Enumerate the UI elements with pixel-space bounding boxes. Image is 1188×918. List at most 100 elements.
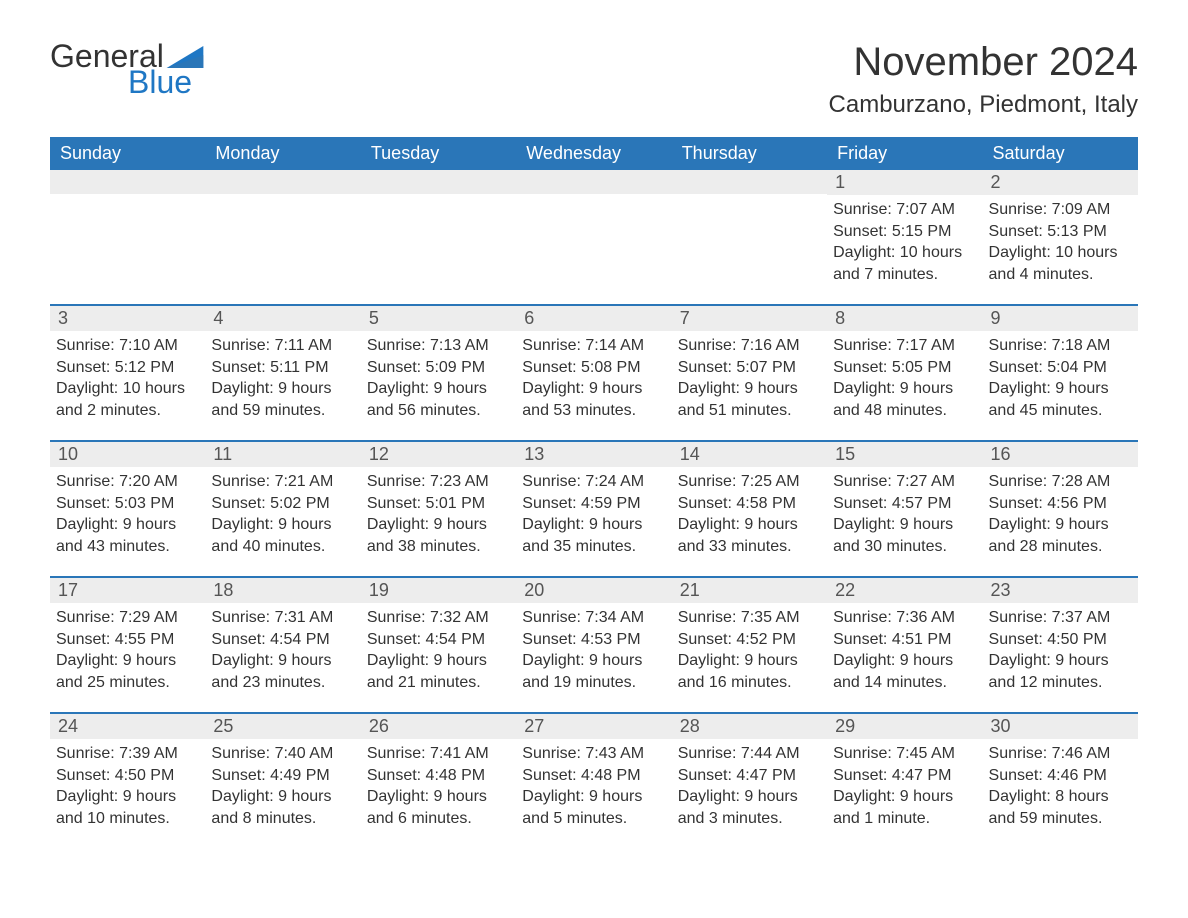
- logo-text-blue: Blue: [128, 66, 204, 98]
- sunrise-text: Sunrise: 7:28 AM: [989, 471, 1132, 493]
- sunset-text: Sunset: 5:03 PM: [56, 493, 199, 515]
- day-number: 2: [983, 170, 1138, 195]
- day-cell: 25Sunrise: 7:40 AMSunset: 4:49 PMDayligh…: [205, 714, 360, 834]
- sunrise-text: Sunrise: 7:23 AM: [367, 471, 510, 493]
- sunrise-text: Sunrise: 7:24 AM: [522, 471, 665, 493]
- day-body: Sunrise: 7:13 AMSunset: 5:09 PMDaylight:…: [361, 331, 516, 421]
- sunset-text: Sunset: 5:05 PM: [833, 357, 976, 379]
- sunset-text: Sunset: 4:47 PM: [678, 765, 821, 787]
- sunset-text: Sunset: 4:47 PM: [833, 765, 976, 787]
- sunrise-text: Sunrise: 7:10 AM: [56, 335, 199, 357]
- daylight-text: Daylight: 9 hours and 38 minutes.: [367, 514, 510, 557]
- day-header: Thursday: [672, 137, 827, 170]
- sunrise-text: Sunrise: 7:07 AM: [833, 199, 976, 221]
- daylight-text: Daylight: 9 hours and 25 minutes.: [56, 650, 199, 693]
- day-cell: [50, 170, 205, 290]
- sunset-text: Sunset: 4:50 PM: [56, 765, 199, 787]
- daylight-text: Daylight: 9 hours and 19 minutes.: [522, 650, 665, 693]
- day-body: Sunrise: 7:37 AMSunset: 4:50 PMDaylight:…: [983, 603, 1138, 693]
- week-row: 3Sunrise: 7:10 AMSunset: 5:12 PMDaylight…: [50, 304, 1138, 426]
- day-cell: 3 Sunrise: 7:10 AMSunset: 5:12 PMDaylight…: [50, 306, 205, 426]
- daylight-text: Daylight: 9 hours and 5 minutes.: [522, 786, 665, 829]
- sunrise-text: Sunrise: 7:46 AM: [989, 743, 1132, 765]
- sunrise-text: Sunrise: 7:20 AM: [56, 471, 199, 493]
- sunset-text: Sunset: 4:54 PM: [367, 629, 510, 651]
- day-number: 6: [516, 306, 671, 331]
- day-body: Sunrise: 7:16 AMSunset: 5:07 PMDaylight:…: [672, 331, 827, 421]
- daylight-text: Daylight: 9 hours and 3 minutes.: [678, 786, 821, 829]
- day-cell: 5Sunrise: 7:13 AMSunset: 5:09 PMDaylight…: [361, 306, 516, 426]
- day-number: 8: [827, 306, 982, 331]
- daylight-text: Daylight: 9 hours and 16 minutes.: [678, 650, 821, 693]
- day-number: [516, 170, 671, 194]
- sunset-text: Sunset: 4:50 PM: [989, 629, 1132, 651]
- day-number: 19: [361, 578, 516, 603]
- sunrise-text: Sunrise: 7:16 AM: [678, 335, 821, 357]
- day-cell: 11Sunrise: 7:21 AMSunset: 5:02 PMDayligh…: [205, 442, 360, 562]
- day-header: Monday: [205, 137, 360, 170]
- daylight-text: Daylight: 10 hours and 4 minutes.: [989, 242, 1132, 285]
- day-body: Sunrise: 7:14 AMSunset: 5:08 PMDaylight:…: [516, 331, 671, 421]
- day-cell: 24 Sunrise: 7:39 AMSunset: 4:50 PMDayligh…: [50, 714, 205, 834]
- sunrise-text: Sunrise: 7:11 AM: [211, 335, 354, 357]
- day-cell: 27Sunrise: 7:43 AMSunset: 4:48 PMDayligh…: [516, 714, 671, 834]
- sunset-text: Sunset: 4:52 PM: [678, 629, 821, 651]
- daylight-text: Daylight: 10 hours and 2 minutes.: [56, 378, 199, 421]
- sunrise-text: Sunrise: 7:09 AM: [989, 199, 1132, 221]
- daylight-text: Daylight: 9 hours and 59 minutes.: [211, 378, 354, 421]
- day-body: Sunrise: 7:07 AMSunset: 5:15 PMDaylight:…: [827, 195, 982, 285]
- day-number: 12: [361, 442, 516, 467]
- sunset-text: Sunset: 4:57 PM: [833, 493, 976, 515]
- day-cell: 19Sunrise: 7:32 AMSunset: 4:54 PMDayligh…: [361, 578, 516, 698]
- sunrise-text: Sunrise: 7:39 AM: [56, 743, 199, 765]
- sunset-text: Sunset: 5:08 PM: [522, 357, 665, 379]
- day-cell: 23Sunrise: 7:37 AMSunset: 4:50 PMDayligh…: [983, 578, 1138, 698]
- day-number: 24: [50, 714, 205, 739]
- day-number: 14: [672, 442, 827, 467]
- day-body: Sunrise: 7:18 AMSunset: 5:04 PMDaylight:…: [983, 331, 1138, 421]
- day-number: 3: [50, 306, 205, 331]
- day-number: 21: [672, 578, 827, 603]
- day-body: Sunrise: 7:36 AMSunset: 4:51 PMDaylight:…: [827, 603, 982, 693]
- day-body: Sunrise: 7:23 AMSunset: 5:01 PMDaylight:…: [361, 467, 516, 557]
- daylight-text: Daylight: 9 hours and 40 minutes.: [211, 514, 354, 557]
- day-number: 22: [827, 578, 982, 603]
- day-number: [50, 170, 205, 194]
- daylight-text: Daylight: 10 hours and 7 minutes.: [833, 242, 976, 285]
- day-number: 13: [516, 442, 671, 467]
- sunrise-text: Sunrise: 7:36 AM: [833, 607, 976, 629]
- daylight-text: Daylight: 9 hours and 56 minutes.: [367, 378, 510, 421]
- day-number: 26: [361, 714, 516, 739]
- sunrise-text: Sunrise: 7:31 AM: [211, 607, 354, 629]
- day-cell: 18Sunrise: 7:31 AMSunset: 4:54 PMDayligh…: [205, 578, 360, 698]
- sunset-text: Sunset: 5:07 PM: [678, 357, 821, 379]
- day-body: Sunrise: 7:41 AMSunset: 4:48 PMDaylight:…: [361, 739, 516, 829]
- day-number: 10: [50, 442, 205, 467]
- day-body: Sunrise: 7:32 AMSunset: 4:54 PMDaylight:…: [361, 603, 516, 693]
- day-body: Sunrise: 7:45 AMSunset: 4:47 PMDaylight:…: [827, 739, 982, 829]
- location-subtitle: Camburzano, Piedmont, Italy: [829, 91, 1138, 119]
- sunset-text: Sunset: 5:11 PM: [211, 357, 354, 379]
- day-cell: 20Sunrise: 7:34 AMSunset: 4:53 PMDayligh…: [516, 578, 671, 698]
- daylight-text: Daylight: 9 hours and 45 minutes.: [989, 378, 1132, 421]
- sunset-text: Sunset: 5:15 PM: [833, 221, 976, 243]
- day-cell: 28Sunrise: 7:44 AMSunset: 4:47 PMDayligh…: [672, 714, 827, 834]
- day-body: Sunrise: 7:43 AMSunset: 4:48 PMDaylight:…: [516, 739, 671, 829]
- day-cell: 30Sunrise: 7:46 AMSunset: 4:46 PMDayligh…: [983, 714, 1138, 834]
- sunrise-text: Sunrise: 7:32 AM: [367, 607, 510, 629]
- day-body: Sunrise: 7:34 AMSunset: 4:53 PMDaylight:…: [516, 603, 671, 693]
- day-header: Saturday: [983, 137, 1138, 170]
- day-number: 29: [827, 714, 982, 739]
- sunset-text: Sunset: 5:12 PM: [56, 357, 199, 379]
- sunset-text: Sunset: 4:53 PM: [522, 629, 665, 651]
- sunrise-text: Sunrise: 7:35 AM: [678, 607, 821, 629]
- sunrise-text: Sunrise: 7:21 AM: [211, 471, 354, 493]
- day-body: Sunrise: 7:28 AMSunset: 4:56 PMDaylight:…: [983, 467, 1138, 557]
- daylight-text: Daylight: 9 hours and 10 minutes.: [56, 786, 199, 829]
- sunrise-text: Sunrise: 7:13 AM: [367, 335, 510, 357]
- day-cell: [516, 170, 671, 290]
- sunrise-text: Sunrise: 7:43 AM: [522, 743, 665, 765]
- day-cell: 1Sunrise: 7:07 AMSunset: 5:15 PMDaylight…: [827, 170, 982, 290]
- day-number: 7: [672, 306, 827, 331]
- day-cell: [205, 170, 360, 290]
